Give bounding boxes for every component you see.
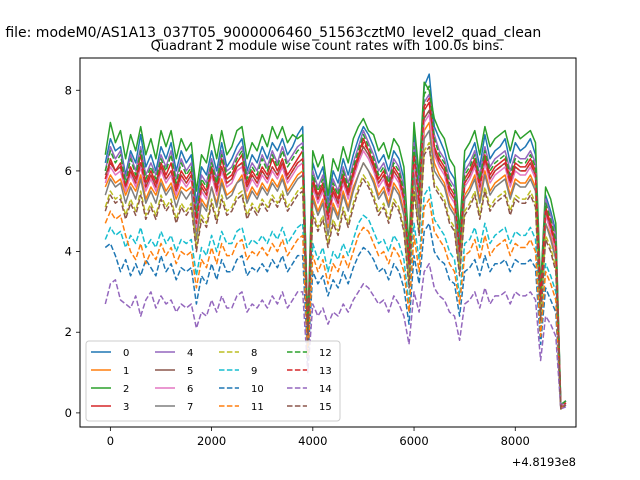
x-tick-label: 4000 — [298, 434, 327, 448]
legend-label-10: 10 — [251, 384, 264, 395]
legend-label-12: 12 — [319, 348, 332, 359]
x-tick-label: 8000 — [501, 434, 530, 448]
series-line-3 — [104, 101, 567, 408]
legend-label-1: 1 — [123, 366, 129, 377]
y-tick-label: 6 — [65, 164, 72, 178]
axes-frame — [79, 57, 577, 428]
chart-title: Quadrant 2 module wise count rates with … — [151, 39, 504, 54]
legend-label-2: 2 — [123, 384, 129, 395]
series-line-13 — [104, 97, 567, 408]
series-line-9 — [104, 186, 567, 410]
legend-label-3: 3 — [123, 402, 129, 413]
legend-label-7: 7 — [187, 402, 193, 413]
x-tick-label: 0 — [107, 434, 114, 448]
legend-label-11: 11 — [251, 402, 264, 413]
figure-suptitle: n file: modeM0/AS1A13_037T05_9000006460_… — [0, 25, 541, 41]
legend-label-15: 15 — [319, 402, 332, 413]
legend-label-9: 9 — [251, 366, 257, 377]
series-line-2 — [104, 81, 567, 406]
series-line-1 — [104, 121, 567, 408]
legend-label-14: 14 — [319, 384, 332, 395]
series-line-11 — [104, 198, 567, 410]
legend-label-6: 6 — [187, 384, 193, 395]
legend-box — [85, 340, 341, 422]
series-line-8 — [104, 141, 567, 410]
series-line-12 — [104, 85, 567, 406]
y-tick-label: 4 — [65, 245, 72, 259]
y-tick-label: 0 — [65, 406, 72, 420]
plot-area — [104, 73, 567, 410]
x-tick-label: 2000 — [197, 434, 226, 448]
x-tick-label: 6000 — [399, 434, 428, 448]
legend-label-4: 4 — [187, 348, 193, 359]
series-line-7 — [104, 129, 567, 408]
series-line-15 — [104, 145, 567, 410]
series-line-4 — [104, 93, 567, 406]
x-offset-label: +4.8193e8 — [512, 455, 576, 469]
series-line-10 — [104, 222, 567, 410]
y-tick-label: 8 — [65, 83, 72, 97]
series-line-0 — [104, 73, 567, 406]
legend-label-5: 5 — [187, 366, 193, 377]
legend-label-8: 8 — [251, 348, 257, 359]
y-tick-label: 2 — [65, 325, 72, 339]
legend-label-0: 0 — [123, 348, 129, 359]
axis-ticks: 0 2000 4000 6000 8000 0 2 4 6 8 — [65, 83, 530, 448]
series-line-14 — [104, 262, 567, 410]
legend-label-13: 13 — [319, 366, 332, 377]
series-line-6 — [104, 113, 567, 408]
